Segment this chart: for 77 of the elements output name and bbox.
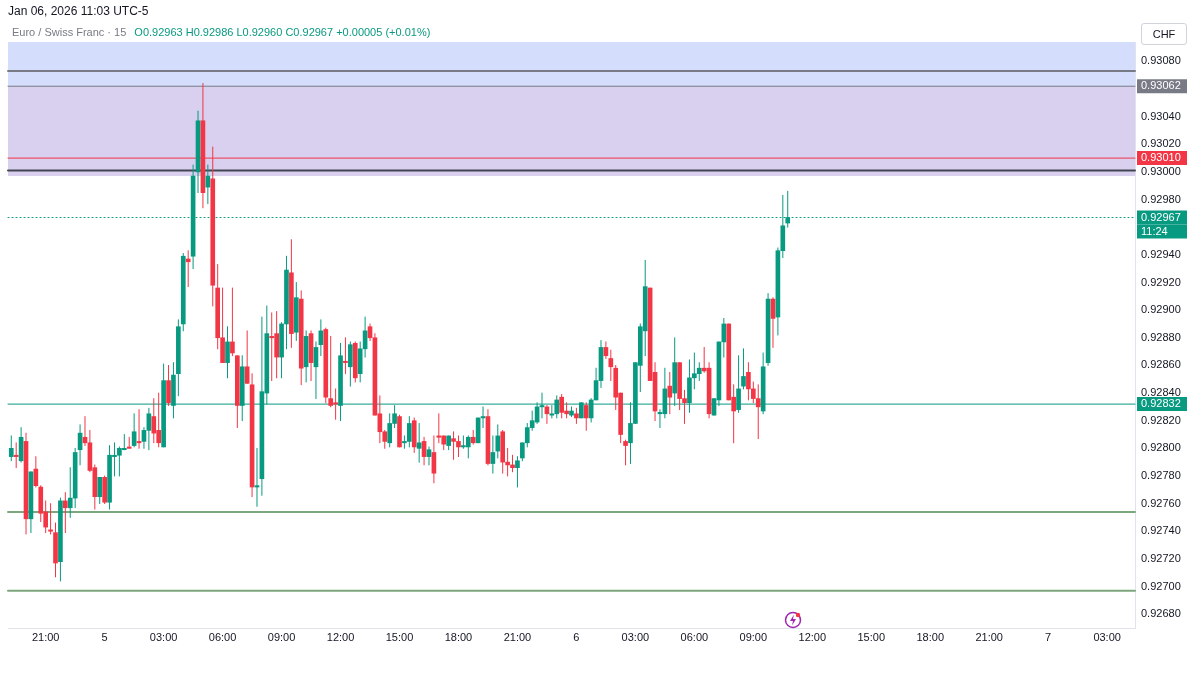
candlestick xyxy=(465,435,471,459)
x-tick-label: 18:00 xyxy=(916,630,945,643)
x-tick-label: 09:00 xyxy=(739,630,768,643)
candlestick xyxy=(244,330,250,384)
candlestick xyxy=(67,467,73,518)
y-tick-label: 0.93020 xyxy=(1141,137,1181,150)
y-tick-label: 0.92840 xyxy=(1141,386,1181,399)
x-tick-label: 21:00 xyxy=(503,630,532,643)
chart-subtitle: O0.92963 H0.92986 L0.92960 C0.92967 +0.00005 (+0.01%) xyxy=(134,26,431,38)
candlestick xyxy=(328,335,334,408)
candlestick xyxy=(225,326,230,379)
x-tick-label: 03:00 xyxy=(149,630,178,643)
candlestick xyxy=(13,442,19,469)
candlestick xyxy=(126,436,132,449)
candlestick xyxy=(230,287,235,357)
ref-line-label: 0.92967 xyxy=(1141,210,1181,223)
candlestick xyxy=(146,407,152,451)
x-tick-label: 06:00 xyxy=(680,630,709,643)
candlestick xyxy=(746,362,751,401)
x-tick-label: 03:00 xyxy=(1093,630,1121,643)
text: Jan 06, 2026 11:03 UTC-5 xyxy=(8,4,149,18)
candlestick xyxy=(515,456,520,488)
x-tick-label: 5 xyxy=(101,630,108,643)
y-tick-label: 0.92980 xyxy=(1141,192,1181,205)
x-tick-label: 06:00 xyxy=(208,630,237,643)
candlestick xyxy=(505,447,510,477)
x-tick-label: 09:00 xyxy=(267,630,296,643)
candlestick xyxy=(131,413,137,448)
x-tick-label: 12:00 xyxy=(798,630,827,643)
candlestick xyxy=(416,422,422,463)
x-tick-label: 6 xyxy=(573,630,580,643)
y-axis-title: CHF xyxy=(1141,23,1187,45)
candlestick xyxy=(343,337,348,375)
candlestick xyxy=(151,398,157,444)
y-tick-label: 0.92880 xyxy=(1141,330,1181,343)
y-tick-label: 0.92740 xyxy=(1141,524,1181,537)
candlestick xyxy=(755,384,761,440)
y-tick-label: 0.92680 xyxy=(1141,607,1181,620)
x-tick-label: 21:00 xyxy=(31,630,60,643)
y-tick-label: 0.93040 xyxy=(1141,109,1181,122)
candlestick xyxy=(269,312,275,382)
x-tick-label: 15:00 xyxy=(385,630,414,643)
chart-title: Euro / Swiss Franc · 15 xyxy=(12,26,127,38)
candlestick xyxy=(623,439,628,466)
y-tick-label: 0.92920 xyxy=(1141,275,1181,288)
candlestick xyxy=(8,435,14,462)
candlestick xyxy=(426,446,432,466)
candlestick xyxy=(348,341,353,387)
y-tick-label: 0.92700 xyxy=(1141,579,1181,592)
x-tick-label: 21:00 xyxy=(975,630,1003,643)
y-tick-label: 0.92820 xyxy=(1141,413,1181,426)
x-tick-label: 03:00 xyxy=(621,630,650,643)
candlestick xyxy=(583,402,589,431)
y-tick-label: 0.93000 xyxy=(1141,164,1181,177)
y-tick-label: 0.92860 xyxy=(1141,358,1181,371)
y-tick-label: 0.92720 xyxy=(1141,551,1181,564)
y-tick-label: 0.92900 xyxy=(1141,303,1181,316)
x-tick-label: 15:00 xyxy=(857,630,886,643)
x-tick-label: 12:00 xyxy=(326,630,355,643)
y-tick-label: 0.92800 xyxy=(1141,441,1181,454)
y-tick-label: 0.92940 xyxy=(1141,247,1181,260)
x-tick-label: 7 xyxy=(1045,630,1052,643)
ref-line-label: 0.93062 xyxy=(1141,79,1181,92)
candlestick xyxy=(97,476,103,505)
candlestick xyxy=(48,503,53,535)
text: 11:24 xyxy=(1141,224,1168,237)
y-tick-label: 0.92780 xyxy=(1141,469,1181,481)
x-tick-label: 18:00 xyxy=(444,630,473,643)
candlestick xyxy=(63,492,68,534)
candlestick xyxy=(185,250,191,288)
ref-line-label: 0.92832 xyxy=(1141,397,1181,410)
y-tick-label: 0.92760 xyxy=(1141,496,1181,509)
y-tick-label: 0.93080 xyxy=(1141,54,1181,67)
candlestick xyxy=(166,364,171,406)
candlestick xyxy=(741,348,746,390)
ref-line-label: 0.93010 xyxy=(1141,151,1181,164)
candlestick xyxy=(667,371,673,415)
